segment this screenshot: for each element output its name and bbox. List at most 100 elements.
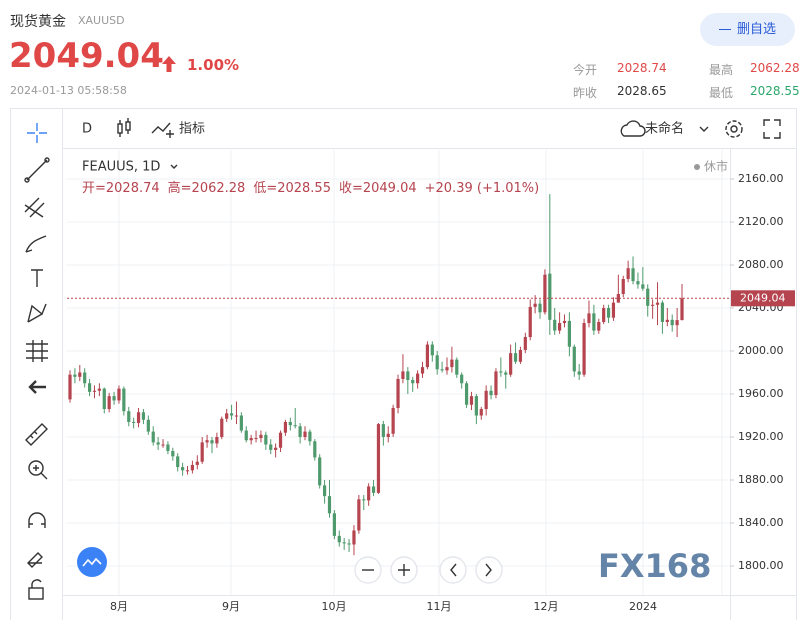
candle-body: [176, 456, 180, 468]
candle-body: [616, 294, 620, 303]
y-tick-label: 1880.00: [738, 473, 784, 486]
chevron[interactable]: [699, 126, 709, 132]
candle-body: [602, 308, 606, 322]
stat-value: 2062.28: [750, 61, 800, 75]
zoom-controls[interactable]: [354, 556, 503, 584]
candle-body: [670, 319, 674, 326]
candle-body: [337, 535, 341, 543]
x-tick-label: 10月: [322, 600, 347, 613]
candle-body: [166, 444, 170, 451]
y-tick-label: 2000.00: [738, 344, 784, 357]
legend-item: 开=2028.74: [82, 181, 160, 196]
candle-body: [190, 464, 194, 471]
candle-body: [205, 440, 209, 443]
chevron[interactable]: [170, 164, 178, 169]
last-price-label: 2049.04: [740, 291, 786, 304]
candle-body: [665, 319, 669, 322]
left-tools[interactable]: [24, 123, 50, 600]
candle-body: [464, 383, 469, 405]
candle-body: [479, 409, 483, 416]
stat-value: 2028.65: [617, 84, 667, 98]
candle-body: [308, 431, 312, 442]
candle-body: [239, 415, 243, 431]
candle-body: [450, 359, 454, 368]
candle-body: [141, 412, 146, 420]
legend-item: 低=2028.55: [253, 181, 331, 196]
candle-body: [127, 411, 131, 422]
candle-body: [367, 486, 371, 501]
legend-item: 收=2049.04: [339, 181, 417, 196]
candle-body: [587, 313, 591, 324]
candle-body: [303, 431, 307, 437]
x-tick-label: 8月: [110, 600, 128, 613]
candle-body: [660, 302, 665, 322]
candle-body: [455, 359, 459, 375]
candle-body: [234, 415, 239, 417]
candle-body: [112, 396, 116, 401]
logo-button[interactable]: [77, 547, 107, 577]
y-tick-label: 2160.00: [738, 172, 784, 185]
stat-label: 最低: [709, 86, 734, 100]
candle-body: [132, 421, 136, 424]
candle-body: [83, 372, 87, 384]
candle-body: [210, 440, 214, 444]
candle-body: [327, 496, 332, 514]
candle-body: [626, 268, 630, 279]
candle-body: [332, 513, 336, 536]
candle-body: [259, 434, 263, 439]
candle-body: [318, 457, 322, 486]
candle-body: [538, 303, 542, 313]
candle-body: [572, 346, 576, 372]
candle-body: [386, 433, 390, 437]
y-tick-label: 1960.00: [738, 387, 784, 400]
candle-body: [195, 461, 199, 465]
y-tick-label: 2120.00: [738, 215, 784, 228]
candle-body: [181, 467, 185, 471]
layout-name[interactable]: 未命名: [645, 121, 684, 137]
candle-body: [122, 388, 126, 412]
stat-value: 2028.55: [750, 84, 800, 98]
candle-body: [641, 284, 645, 289]
legend-item: 高=2062.28: [168, 180, 246, 196]
candle-body: [430, 344, 434, 356]
candle-body: [283, 421, 288, 433]
candle-body: [440, 369, 444, 371]
watermark: FX168: [598, 547, 711, 585]
candle-body: [156, 442, 160, 445]
y-tick-label: 1920.00: [738, 430, 784, 443]
candle-body: [592, 313, 596, 331]
indicator-icon[interactable]: [151, 122, 174, 138]
settings[interactable]: [725, 120, 743, 138]
chart-symbol: FEAUUS, 1D: [82, 160, 160, 175]
symbol: XAUUSD: [78, 14, 125, 27]
candle-body: [298, 426, 302, 437]
candle-body: [117, 388, 121, 401]
candle-body: [558, 323, 562, 331]
candle-body: [518, 349, 523, 362]
candle-body: [406, 371, 410, 381]
x-tick-label: 11月: [427, 600, 452, 613]
cloud-icon: [620, 120, 646, 137]
candle-body: [362, 499, 366, 501]
logo-icon: [82, 557, 102, 567]
candle-body: [274, 447, 278, 450]
interval[interactable]: D: [82, 122, 92, 137]
watchlist-button[interactable]: 删自选: [700, 13, 795, 46]
candle-body: [151, 431, 155, 443]
candle-body: [161, 444, 165, 446]
indicators[interactable]: 指标: [179, 122, 205, 137]
ohlc-legend: 开=2028.74 高=2062.28 低=2028.55 收=2049.04 +20.…: [82, 180, 539, 196]
candle-body: [136, 412, 141, 424]
candle-body: [357, 499, 361, 531]
candle-body: [567, 320, 571, 347]
x-tick-label: 9月: [222, 600, 240, 613]
stat-label: 今开: [573, 63, 598, 77]
candle-icon[interactable]: [117, 118, 131, 137]
candle-body: [102, 388, 106, 410]
candle-body: [435, 355, 439, 370]
fullscreen[interactable]: [763, 119, 781, 139]
candle-body: [631, 268, 635, 282]
candle-body: [548, 273, 552, 320]
candle-body: [504, 372, 508, 375]
stat-label: 昨收: [573, 86, 598, 100]
